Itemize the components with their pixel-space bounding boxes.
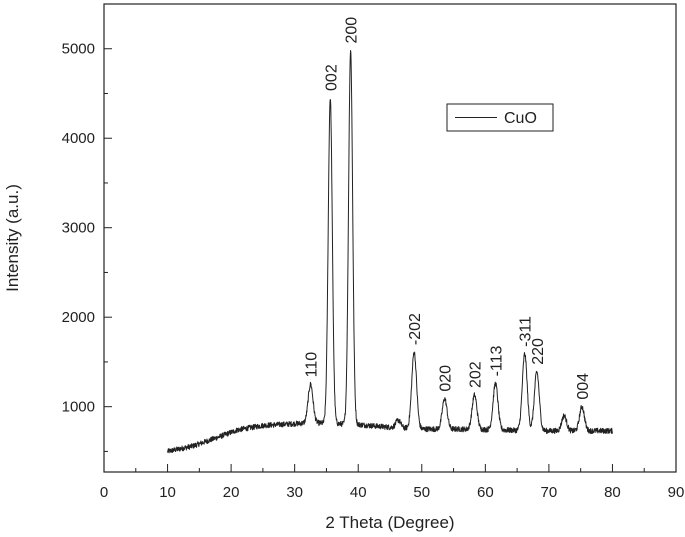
peak-label: -113 xyxy=(489,345,506,376)
x-tick-label: 80 xyxy=(604,484,621,501)
x-axis-title: 2 Theta (Degree) xyxy=(325,513,454,532)
x-tick-label: 10 xyxy=(159,484,176,501)
axis-ticks: 0 10 20 30 40 50 60 70 80 90 1000 2000 3000 4000 5000 xyxy=(62,3,685,501)
x-tick-label: 20 xyxy=(223,484,240,501)
x-tick-label: 30 xyxy=(286,484,303,501)
legend-label-cuo: CuO xyxy=(504,110,537,127)
y-tick-label: 1000 xyxy=(62,399,95,416)
x-tick-label: 90 xyxy=(668,484,685,501)
peak-label: 020 xyxy=(438,365,455,392)
series-line-cuo xyxy=(167,50,613,454)
peak-label: -311 xyxy=(518,316,535,347)
peak-label: 202 xyxy=(468,361,485,388)
peak-label: -202 xyxy=(407,313,424,345)
legend: CuO xyxy=(446,103,554,132)
x-tick-label: 40 xyxy=(350,484,367,501)
peak-label: 004 xyxy=(575,373,592,400)
peak-label: 220 xyxy=(530,338,547,365)
x-tick-label: 50 xyxy=(413,484,430,501)
x-tick-label: 70 xyxy=(541,484,558,501)
y-tick-label: 3000 xyxy=(62,220,95,237)
series-group xyxy=(167,50,613,454)
y-tick-label: 4000 xyxy=(62,130,95,147)
plot-frame xyxy=(103,3,677,473)
peak-label: 200 xyxy=(344,17,361,44)
x-tick-label: 60 xyxy=(477,484,494,501)
peak-label: 110 xyxy=(304,352,321,378)
x-tick-label: 0 xyxy=(100,484,108,501)
y-tick-label: 2000 xyxy=(62,309,95,326)
y-axis-title: Intensity (a.u.) xyxy=(3,184,22,292)
y-tick-label: 5000 xyxy=(62,41,95,58)
peak-label: 002 xyxy=(323,64,340,91)
